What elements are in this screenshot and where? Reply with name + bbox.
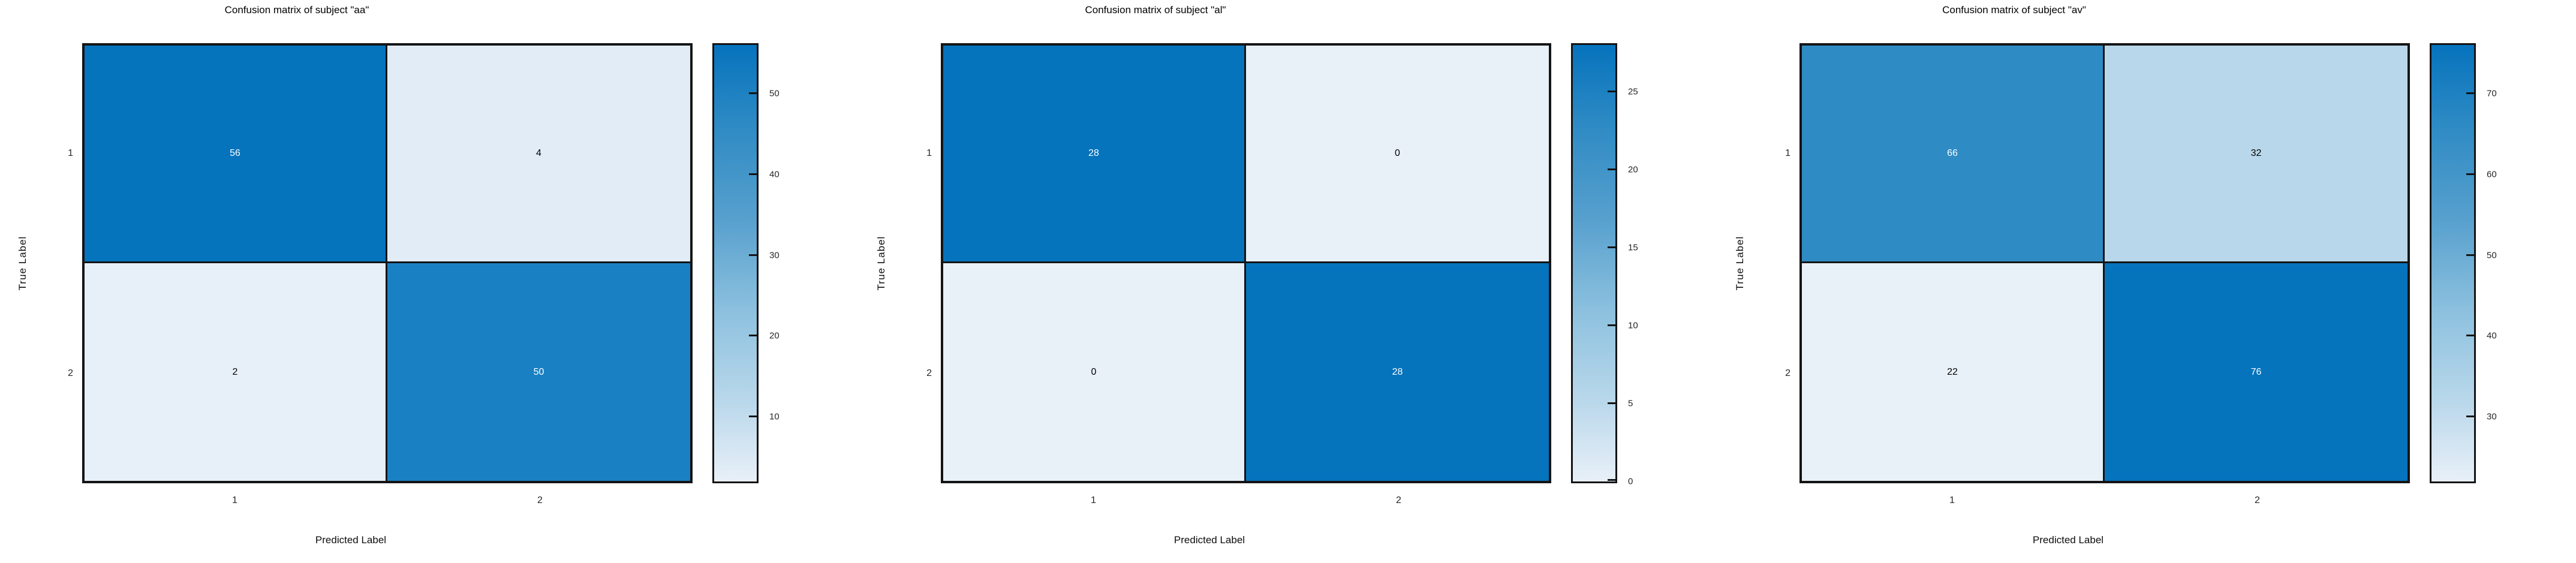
heatmap-cell: 2	[85, 263, 387, 481]
x-tick-label: 2	[1396, 495, 1401, 505]
colorbar-tick-mark	[2466, 173, 2474, 175]
cell-value: 0	[1395, 148, 1400, 158]
heatmap-cell: 32	[2105, 46, 2408, 263]
y-tick-label: 1	[68, 147, 73, 158]
heatmap-cell: 76	[2105, 263, 2408, 481]
colorbar-tick-mark	[749, 335, 757, 337]
heatmap-cell: 28	[1246, 263, 1549, 481]
heatmap-cell: 56	[85, 46, 387, 263]
colorbar-tick-label: 25	[1628, 86, 1638, 97]
colorbar-tick-mark	[2466, 415, 2474, 417]
colorbar	[1571, 43, 1617, 483]
colorbar-tick-label: 60	[2487, 169, 2497, 180]
colorbar-tick-label: 15	[1628, 242, 1638, 253]
colorbar-tick-mark	[2466, 92, 2474, 95]
confusion-matrix-panel: Confusion matrix of subject "aa" True Lab…	[0, 0, 859, 563]
colorbar-tick-label: 10	[1628, 320, 1638, 331]
colorbar-tick-mark	[1608, 246, 1615, 249]
x-axis-label: Predicted Label	[1173, 534, 1245, 546]
cell-value: 28	[1088, 148, 1099, 158]
colorbar	[2430, 43, 2476, 483]
heatmap-cell: 4	[387, 46, 690, 263]
y-axis-label: True Label	[17, 236, 28, 291]
colorbar-tick-mark	[749, 415, 757, 417]
heatmap-cell: 50	[387, 263, 690, 481]
heatmap-cell: 0	[1246, 46, 1549, 263]
cell-value: 4	[536, 148, 541, 158]
colorbar-tick-label: 20	[1628, 164, 1638, 175]
colorbar-tick-mark	[2466, 254, 2474, 256]
colorbar-tick-label: 70	[2487, 88, 2497, 99]
y-tick-label: 1	[926, 147, 932, 158]
colorbar-tick-mark	[1608, 324, 1615, 326]
x-axis-label: Predicted Label	[315, 534, 387, 546]
colorbar-tick-label: 10	[769, 411, 780, 422]
colorbar-tick-mark	[749, 173, 757, 175]
chart-title: Confusion matrix of subject "aa"	[224, 4, 369, 16]
colorbar-tick-label: 50	[769, 88, 780, 99]
heatmap-cell: 66	[1802, 46, 2105, 263]
cell-value: 76	[2250, 366, 2262, 377]
colorbar-tick-label: 0	[1628, 476, 1633, 486]
x-tick-label: 2	[537, 495, 543, 505]
colorbar-tick-mark	[749, 254, 757, 256]
colorbar	[712, 43, 759, 483]
cell-value: 56	[230, 148, 240, 158]
y-tick-label: 2	[68, 368, 73, 378]
confusion-matrix-panel: Confusion matrix of subject "al" True Lab…	[859, 0, 1717, 563]
heatmap-plot: 28 0 0 28	[941, 43, 1551, 483]
heatmap-cell: 28	[943, 46, 1246, 263]
chart-title: Confusion matrix of subject "al"	[1085, 4, 1226, 16]
cell-value: 28	[1392, 366, 1403, 377]
colorbar-tick-mark	[1608, 402, 1615, 404]
colorbar-tick-label: 50	[2487, 250, 2497, 261]
heatmap-plot: 66 32 22 76	[1799, 43, 2410, 483]
y-tick-label: 2	[1785, 368, 1790, 378]
colorbar-tick-mark	[1608, 479, 1615, 481]
y-tick-label: 2	[926, 368, 932, 378]
heatmap-plot: 56 4 2 50	[82, 43, 693, 483]
colorbar-tick-mark	[1608, 91, 1615, 93]
colorbar-tick-label: 30	[2487, 411, 2497, 422]
y-axis-label: True Label	[875, 236, 887, 291]
chart-title: Confusion matrix of subject "av"	[1942, 4, 2086, 16]
colorbar-tick-mark	[1608, 168, 1615, 171]
colorbar-tick-label: 40	[2487, 330, 2497, 341]
x-axis-label: Predicted Label	[2032, 534, 2104, 546]
cell-value: 32	[2250, 148, 2262, 158]
x-tick-label: 1	[1949, 495, 1955, 505]
cell-value: 22	[1947, 366, 1958, 377]
cell-value: 50	[533, 366, 544, 377]
colorbar-tick-label: 40	[769, 169, 780, 180]
colorbar-tick-label: 20	[769, 330, 780, 341]
colorbar-tick-mark	[749, 92, 757, 95]
heatmap-cell: 0	[943, 263, 1246, 481]
cell-value: 66	[1947, 148, 1958, 158]
colorbar-tick-mark	[2466, 335, 2474, 337]
x-tick-label: 2	[2255, 495, 2260, 505]
colorbar-tick-label: 5	[1628, 398, 1633, 409]
x-tick-label: 1	[232, 495, 237, 505]
y-axis-label: True Label	[1734, 236, 1746, 291]
x-tick-label: 1	[1091, 495, 1096, 505]
cell-value: 0	[1091, 366, 1097, 377]
heatmap-cell: 22	[1802, 263, 2105, 481]
cell-value: 2	[232, 366, 238, 377]
confusion-matrix-panel: Confusion matrix of subject "av" True Lab…	[1717, 0, 2576, 563]
y-tick-label: 1	[1785, 147, 1790, 158]
colorbar-tick-label: 30	[769, 250, 780, 261]
